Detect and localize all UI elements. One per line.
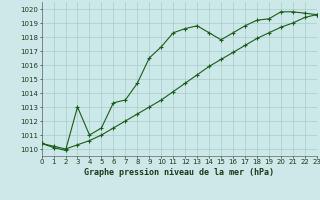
X-axis label: Graphe pression niveau de la mer (hPa): Graphe pression niveau de la mer (hPa) <box>84 168 274 177</box>
